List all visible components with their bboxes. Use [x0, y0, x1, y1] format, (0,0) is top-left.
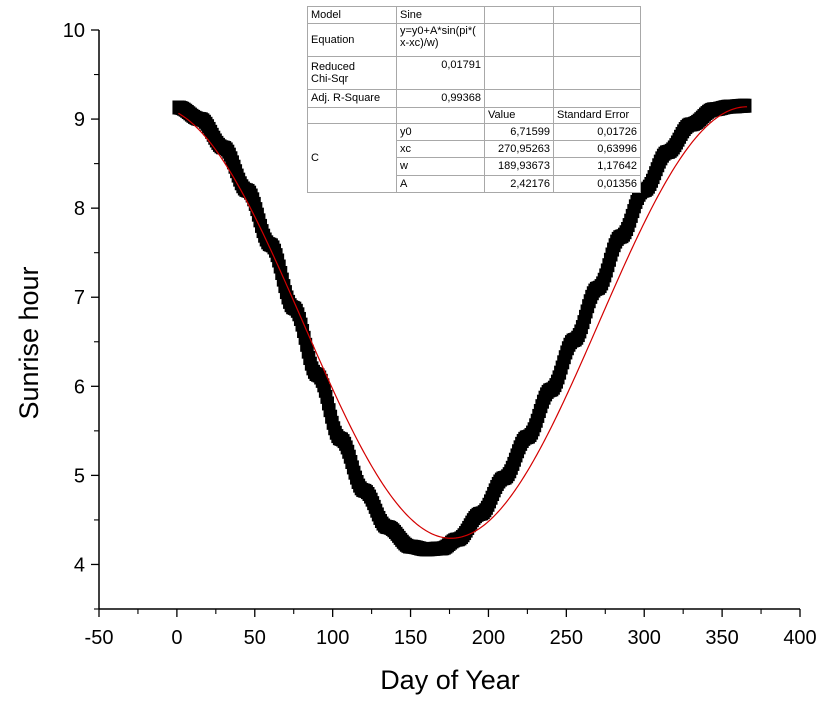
equation-label: Equation: [307, 23, 397, 57]
table-row: C y0 6,71599 0,01726: [307, 122, 641, 194]
y-tick-label: 7: [74, 287, 85, 309]
x-tick-label: 350: [705, 627, 738, 649]
fit-series: [178, 106, 748, 539]
y-tick-label: 5: [74, 465, 85, 487]
equation-value: y=y0+A*sin(pi*(x-xc)/w): [396, 23, 485, 57]
table-row: Adj. R-Square 0,99368: [307, 89, 641, 108]
y-tick-label: 6: [74, 376, 85, 398]
param-error: 0,01356: [553, 174, 641, 194]
table-row: xc 270,95263 0,63996: [308, 140, 641, 159]
param-group-label: C: [307, 122, 397, 194]
x-tick-label: 200: [472, 627, 505, 649]
table-row: w 189,93673 1,17642: [308, 157, 641, 176]
param-name: A: [396, 174, 485, 194]
fit-parameters-table: Model Sine Equation y=y0+A*sin(pi*(x-xc)…: [307, 5, 641, 194]
model-label: Model: [307, 5, 397, 25]
x-tick-label: 0: [171, 627, 182, 649]
y-tick-label: 10: [63, 20, 85, 42]
chart-axes: -50 0 50 100 150 200 250 300 350 400 4 5 6 7 8 9 10: [63, 20, 817, 649]
param-value: 2,42176: [484, 174, 554, 194]
param-error: 0,01726: [553, 122, 641, 142]
data-point: [739, 98, 752, 113]
table-header-row: Value Standard Error: [307, 106, 641, 124]
table-row: Model Sine: [307, 5, 641, 25]
x-tick-label: 150: [394, 627, 427, 649]
param-name: y0: [396, 122, 485, 142]
table-row: A 2,42176 0,01356: [308, 174, 641, 194]
x-tick-label: 300: [628, 627, 661, 649]
param-error: 1,17642: [553, 157, 641, 176]
y-axis-title: Sunrise hour: [14, 266, 44, 419]
param-value: 6,71599: [484, 122, 554, 142]
adj-r-square-value: 0,99368: [396, 89, 485, 108]
y-tick-label: 4: [74, 554, 85, 576]
fit-curve: [178, 106, 748, 539]
table-row: Reduced Chi-Sqr 0,01791: [307, 55, 641, 91]
adj-r-square-label: Adj. R-Square: [307, 89, 397, 108]
model-value: Sine: [396, 5, 485, 25]
x-tick-label: 400: [783, 627, 816, 649]
param-error: 0,63996: [553, 140, 641, 159]
chi-value: 0,01791: [396, 55, 485, 91]
param-value: 270,95263: [484, 140, 554, 159]
x-tick-label: -50: [85, 627, 114, 649]
table-row: Equation y=y0+A*sin(pi*(x-xc)/w): [307, 23, 641, 57]
chi-label: Reduced Chi-Sqr: [307, 55, 397, 91]
x-tick-label: 50: [244, 627, 266, 649]
param-name: xc: [396, 140, 485, 159]
value-header: Value: [484, 106, 554, 124]
x-axis-title: Day of Year: [380, 665, 520, 695]
param-value: 189,93673: [484, 157, 554, 176]
y-tick-label: 8: [74, 198, 85, 220]
error-header: Standard Error: [553, 106, 641, 124]
x-tick-label: 100: [316, 627, 349, 649]
param-name: w: [396, 157, 485, 176]
x-tick-label: 250: [550, 627, 583, 649]
y-tick-label: 9: [74, 109, 85, 131]
